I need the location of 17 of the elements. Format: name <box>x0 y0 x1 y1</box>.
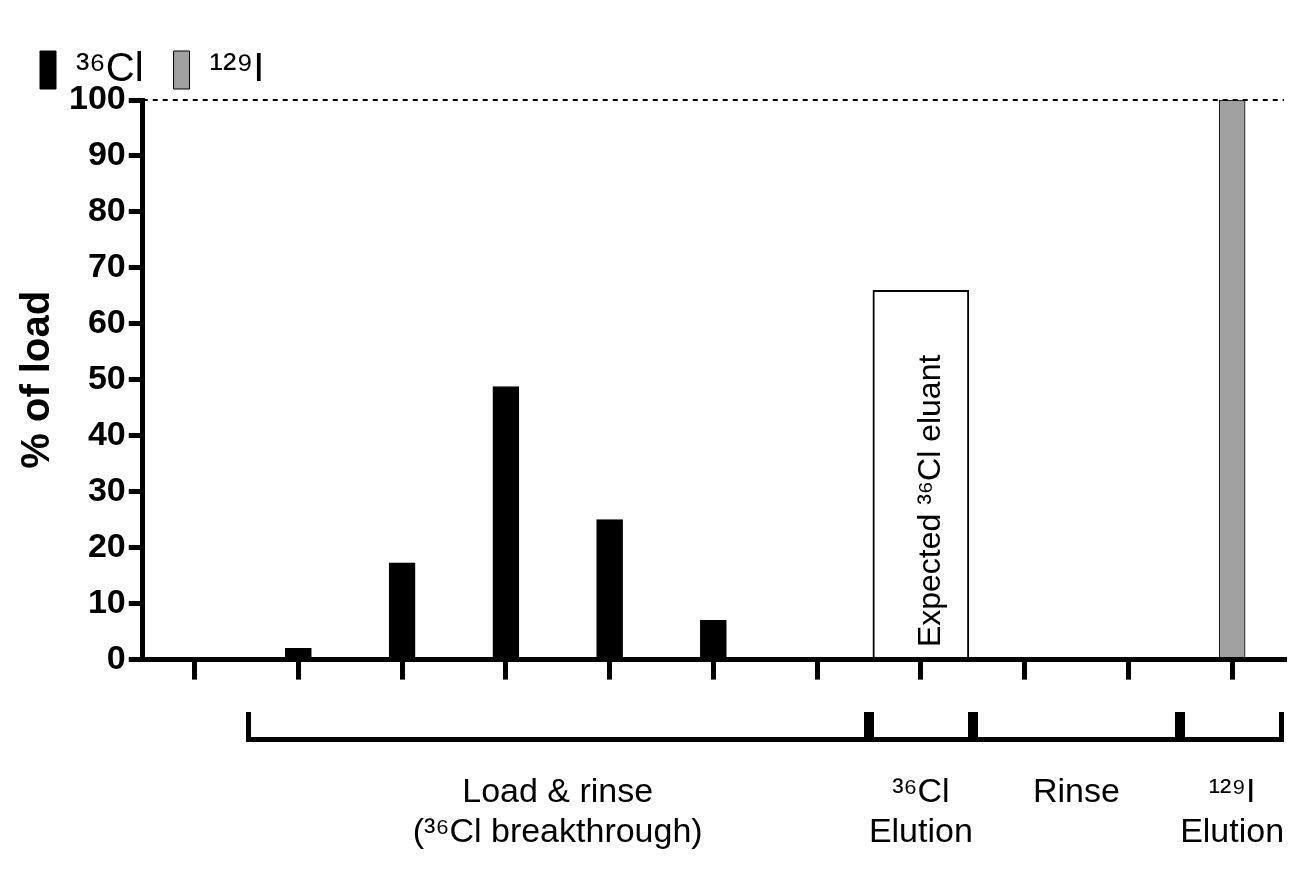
y-tick-label: 80 <box>87 190 126 229</box>
annotation: Expected ³⁶Cl eluant <box>910 354 947 648</box>
y-axis-title: % of load <box>13 290 58 469</box>
y-tick-label: 60 <box>87 302 126 341</box>
y-tick-label: 40 <box>87 414 126 453</box>
y-tick-label: 70 <box>87 246 126 285</box>
text: ³⁶Cl Elution <box>868 770 973 850</box>
legend-label: ¹²⁹I <box>209 45 265 90</box>
text: Rinse <box>1033 770 1120 810</box>
y-tick-label: 90 <box>87 134 126 173</box>
text: Load & rinse (³⁶Cl breakthrough) <box>412 770 703 850</box>
y-tick-label: 20 <box>87 526 126 565</box>
y-tick-label: 50 <box>87 358 126 397</box>
y-tick-label: 10 <box>87 582 126 621</box>
text: ¹²⁹I Elution <box>1180 770 1285 850</box>
y-tick-label: 30 <box>87 470 126 509</box>
y-tick-label: 0 <box>106 637 126 676</box>
